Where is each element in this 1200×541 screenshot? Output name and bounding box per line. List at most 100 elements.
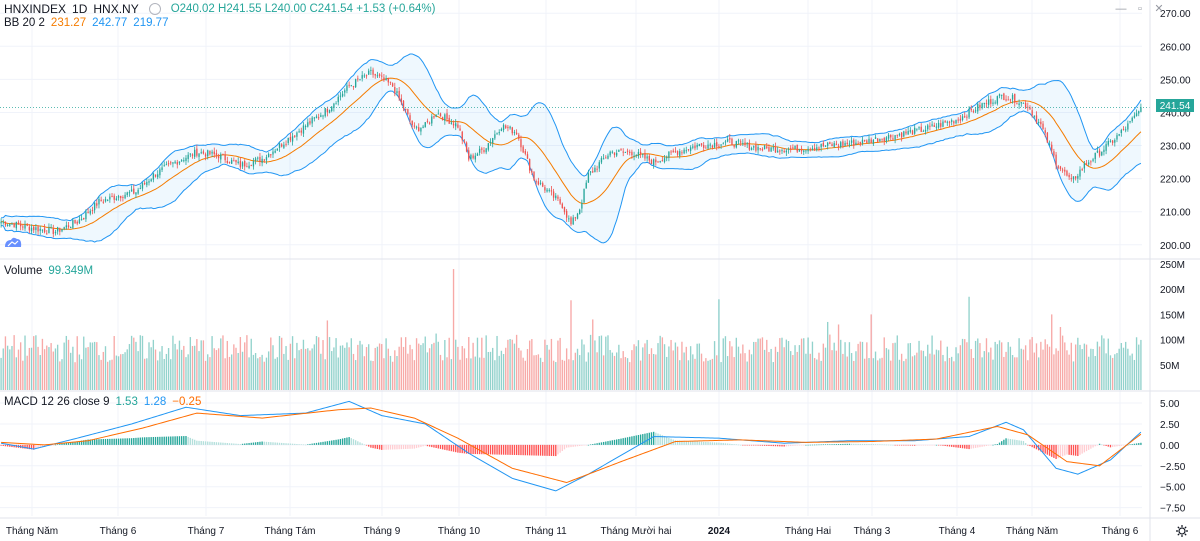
candle-body: [509, 126, 511, 129]
candle-body: [261, 158, 263, 164]
volume-bar: [311, 348, 313, 390]
volume-bar: [91, 342, 94, 390]
volume-bar: [994, 341, 996, 390]
symbol-interval[interactable]: 1D: [72, 2, 88, 16]
volume-bar: [89, 342, 91, 390]
volume-bar: [385, 338, 387, 390]
volume-bar: [837, 324, 840, 390]
candle-body: [396, 91, 398, 94]
volume-tick-label: 50M: [1160, 361, 1179, 372]
close-icon[interactable]: ✕: [1154, 3, 1164, 15]
settings-gear-icon[interactable]: [1175, 524, 1189, 538]
macd-histogram-bar: [496, 444, 498, 455]
volume-bar: [885, 348, 888, 390]
volume-bar: [130, 335, 133, 390]
volume-bar: [1114, 354, 1116, 390]
volume-bar: [98, 355, 100, 390]
macd-histogram-bar: [1138, 443, 1140, 445]
macd-histogram-bar: [813, 444, 816, 446]
volume-bar: [589, 334, 592, 390]
macd-histogram-bar: [596, 443, 598, 445]
volume-bar: [474, 356, 476, 390]
candle-body: [1079, 169, 1081, 177]
macd-histogram-bar: [972, 444, 975, 449]
volume-bar: [670, 339, 672, 390]
macd-histogram-bar: [185, 436, 187, 445]
bb-label[interactable]: BB 20 2: [4, 17, 45, 29]
macd-histogram-bar: [194, 439, 196, 445]
candle-body: [254, 158, 257, 161]
volume-bar: [663, 344, 666, 390]
volume-label[interactable]: Volume: [4, 265, 43, 277]
macd-histogram-bar: [296, 444, 298, 445]
candle-body: [407, 109, 409, 115]
symbol-name[interactable]: HNXINDEX: [4, 2, 67, 16]
macd-tick-label: 5.00: [1160, 399, 1180, 410]
candle-body: [781, 150, 783, 152]
macd-histogram-bar: [1048, 444, 1051, 456]
candle-body: [829, 142, 831, 145]
candle-body: [24, 224, 26, 229]
minus-icon[interactable]: —: [1115, 3, 1127, 15]
candle-body: [1044, 130, 1046, 133]
visibility-icon[interactable]: [148, 3, 161, 15]
macd-histogram-bar: [80, 440, 83, 445]
volume-bar: [437, 341, 439, 390]
volume-bar: [733, 357, 735, 390]
macd-histogram-bar: [772, 444, 774, 447]
volume-bar: [337, 357, 339, 390]
volume-bar: [341, 345, 344, 390]
volume-bar: [685, 346, 687, 390]
macd-histogram-bar: [887, 444, 890, 446]
macd-histogram-bar: [124, 438, 126, 445]
candle-body: [294, 135, 296, 137]
macd-histogram-bar: [457, 444, 459, 453]
tradingview-logo-icon[interactable]: [3, 235, 23, 249]
macd-histogram-bar: [176, 436, 178, 445]
volume-bar: [592, 319, 594, 390]
candle-body: [837, 145, 840, 147]
bb-basis-line: [1, 77, 1142, 230]
volume-bar: [487, 352, 490, 390]
macd-label[interactable]: MACD 12 26 close 9: [4, 396, 110, 408]
volume-bar: [133, 337, 135, 390]
volume-bar: [542, 361, 544, 390]
macd-histogram-bar: [703, 441, 705, 445]
candle-body: [822, 142, 825, 147]
volume-bar: [265, 357, 268, 390]
volume-bar: [1014, 357, 1016, 390]
volume-bar: [233, 344, 235, 390]
volume-bar: [785, 339, 788, 390]
candle-body: [1077, 176, 1079, 179]
square-icon[interactable]: ▫: [1138, 3, 1142, 15]
volume-bar: [820, 360, 822, 390]
candle-body: [759, 148, 761, 150]
candle-body: [676, 151, 679, 155]
volume-bar: [716, 355, 718, 390]
volume-bar: [459, 359, 461, 390]
candle-body: [903, 131, 905, 137]
candle-body: [339, 95, 342, 97]
candle-body: [959, 118, 962, 121]
volume-bar: [974, 340, 977, 390]
macd-histogram-bar: [668, 437, 670, 445]
candle-body: [598, 162, 600, 169]
volume-bar: [977, 338, 979, 390]
volume-bar: [322, 340, 324, 390]
candle-body: [1118, 134, 1120, 136]
macd-histogram-bar: [831, 444, 833, 445]
macd-histogram-bar: [387, 444, 389, 450]
volume-bar: [257, 358, 259, 390]
volume-bar: [111, 359, 113, 390]
candle-body: [946, 121, 948, 123]
time-tick-label: Tháng 9: [364, 526, 401, 537]
volume-bar: [803, 338, 805, 390]
macd-histogram-bar: [422, 444, 424, 447]
volume-bar: [1055, 348, 1057, 390]
volume-bar: [117, 356, 120, 390]
candle-body: [439, 113, 442, 117]
volume-bar: [361, 344, 363, 390]
candle-body: [180, 160, 183, 162]
candle-body: [196, 148, 198, 156]
